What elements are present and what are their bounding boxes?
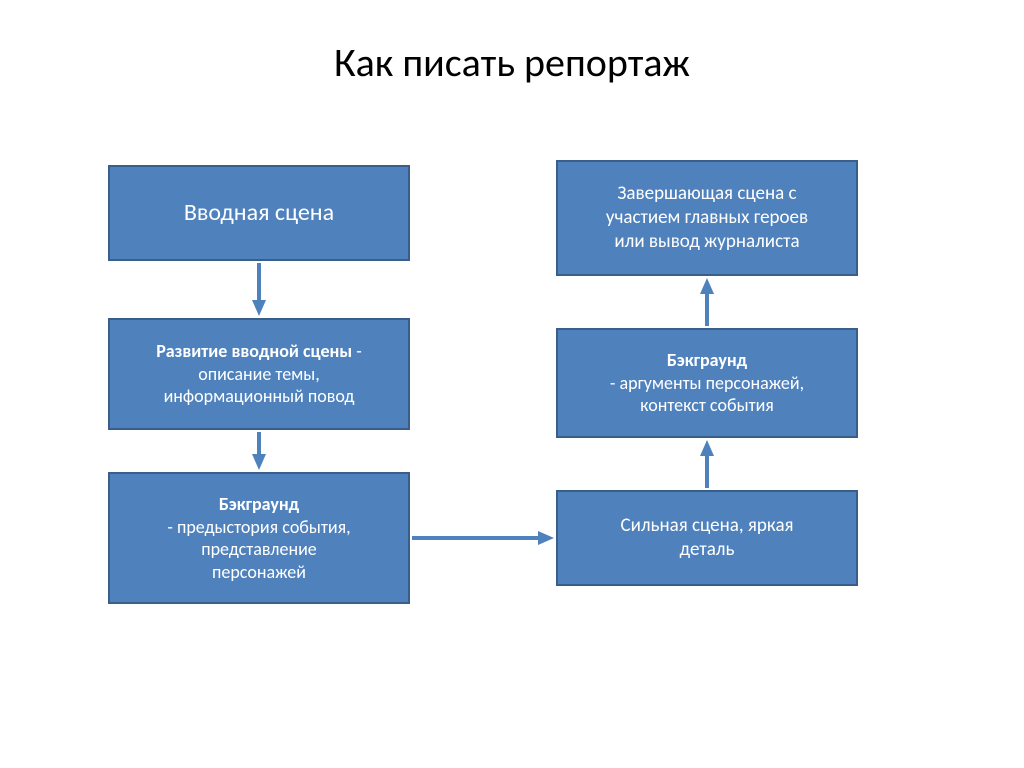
flow-node-line: Завершающая сцена с bbox=[606, 182, 808, 206]
flow-node-line: участием главных героев bbox=[606, 206, 808, 230]
flow-node-line: представление bbox=[167, 538, 350, 561]
page-title-text: Как писать репортаж bbox=[334, 38, 690, 87]
flow-arrow-a5 bbox=[698, 276, 716, 328]
flow-node-n2: Развитие вводной сцены -описание темы,ин… bbox=[108, 318, 410, 430]
flow-node-line-bold: Развитие вводной сцены bbox=[156, 340, 352, 362]
flow-node-line: Развитие вводной сцены - bbox=[156, 340, 362, 363]
arrow-head bbox=[538, 531, 554, 545]
arrow-head bbox=[252, 300, 266, 316]
flow-node-content: Вводная сцена bbox=[176, 194, 342, 232]
flow-node-n4: Сильная сцена, яркаядеталь bbox=[556, 490, 858, 586]
page-title: Как писать репортаж bbox=[0, 38, 1024, 87]
flow-node-line: информационный повод bbox=[156, 385, 362, 408]
arrow-head bbox=[700, 440, 714, 456]
flow-node-line: контекст события bbox=[610, 394, 804, 417]
flow-node-content: Бэкграунд- предыстория события,представл… bbox=[159, 489, 358, 587]
flow-node-n5: Бэкграунд- аргументы персонажей,контекст… bbox=[556, 328, 858, 438]
flow-node-line: Сильная сцена, яркая bbox=[620, 514, 793, 538]
flow-node-line: - предыстория события, bbox=[167, 516, 350, 539]
flow-node-n1: Вводная сцена bbox=[108, 165, 410, 261]
flow-node-n6: Завершающая сцена сучастием главных геро… bbox=[556, 160, 858, 276]
flow-node-line: Бэкграунд bbox=[167, 493, 350, 516]
flow-node-line: описание темы, bbox=[156, 363, 362, 386]
flow-node-n3: Бэкграунд- предыстория события,представл… bbox=[108, 472, 410, 604]
flow-node-line: - аргументы персонажей, bbox=[610, 372, 804, 395]
arrow-head bbox=[252, 454, 266, 470]
flow-arrow-a3 bbox=[410, 529, 556, 547]
flow-node-content: Развитие вводной сцены -описание темы,ин… bbox=[148, 336, 370, 412]
flow-node-content: Завершающая сцена сучастием главных геро… bbox=[598, 178, 816, 257]
flow-node-line: персонажей bbox=[167, 561, 350, 584]
flow-arrow-a2 bbox=[250, 430, 268, 472]
flow-node-line: Бэкграунд bbox=[610, 349, 804, 372]
flow-arrow-a1 bbox=[250, 261, 268, 318]
flow-node-line: или вывод журналиста bbox=[606, 230, 808, 254]
arrow-head bbox=[700, 278, 714, 294]
flow-node-line: деталь bbox=[620, 538, 793, 562]
flow-arrow-a4 bbox=[698, 438, 716, 490]
flow-node-line: Вводная сцена bbox=[184, 198, 334, 228]
flow-node-line-suffix: - bbox=[352, 340, 362, 362]
flow-node-content: Бэкграунд- аргументы персонажей,контекст… bbox=[602, 345, 812, 421]
flow-node-content: Сильная сцена, яркаядеталь bbox=[612, 510, 801, 566]
